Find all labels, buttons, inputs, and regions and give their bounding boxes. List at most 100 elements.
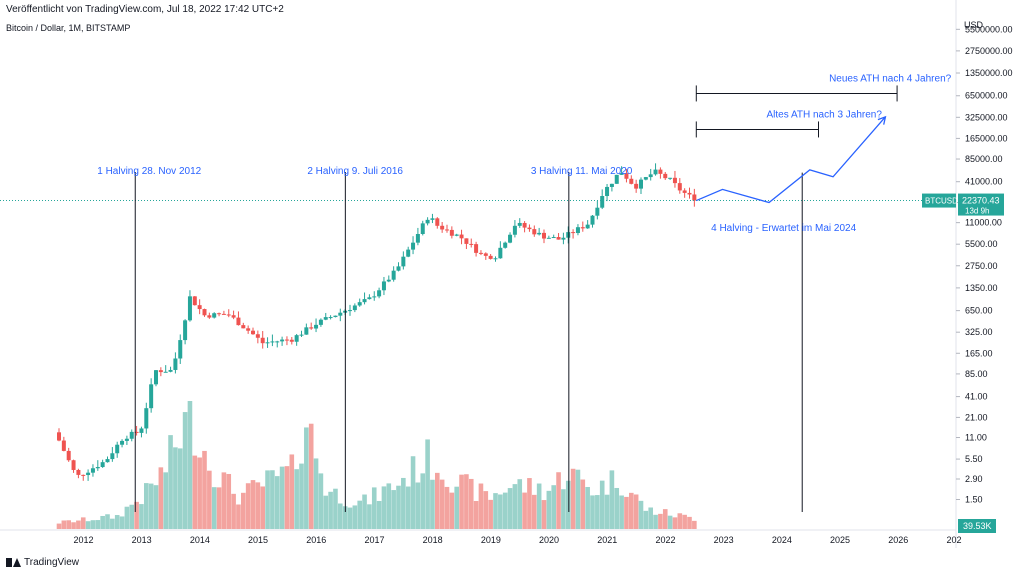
candle-body[interactable] [183,320,188,341]
projection-line[interactable] [696,116,886,204]
candle-body[interactable] [377,290,382,297]
candle-body[interactable] [493,258,498,260]
candle-body[interactable] [396,266,401,271]
candle-body[interactable] [401,256,406,267]
candle-body[interactable] [212,313,217,318]
candle-body[interactable] [154,370,158,385]
candle-body[interactable] [314,324,319,329]
candle-body[interactable] [517,222,522,226]
candle-body[interactable] [226,314,231,316]
candle-body[interactable] [420,223,425,235]
candle-body[interactable] [411,242,416,250]
candle-body[interactable] [105,459,110,463]
candle-body[interactable] [90,468,95,473]
candle-body[interactable] [221,313,226,315]
candle-body[interactable] [71,460,76,470]
candle-body[interactable] [294,335,299,342]
candle-body[interactable] [57,432,61,441]
candle-body[interactable] [459,234,464,239]
candle-body[interactable] [406,249,411,257]
candle-body[interactable] [677,183,682,191]
candle-body[interactable] [61,440,66,451]
candle-body[interactable] [357,302,362,306]
candle-body[interactable] [231,315,236,318]
candle-body[interactable] [129,431,134,439]
candle-body[interactable] [551,237,556,239]
candle-body[interactable] [95,467,100,469]
candle-body[interactable] [260,337,265,344]
candle-body[interactable] [158,370,163,373]
candle-body[interactable] [270,341,275,343]
candle-body[interactable] [542,232,546,239]
candle-body[interactable] [178,340,183,359]
candle-body[interactable] [100,462,105,468]
candle-body[interactable] [280,339,285,342]
candle-body[interactable] [115,444,120,454]
candle-body[interactable] [546,237,551,239]
candle-body[interactable] [348,310,352,312]
candle-body[interactable] [512,225,517,235]
candle-body[interactable] [309,327,314,329]
candle-body[interactable] [425,219,430,224]
candle-body[interactable] [663,173,668,179]
candle-body[interactable] [289,339,294,342]
candle-body[interactable] [580,227,585,229]
candle-body[interactable] [163,371,168,373]
candle-body[interactable] [284,339,289,341]
candle-body[interactable] [624,173,629,179]
candle-body[interactable] [595,207,600,216]
candle-body[interactable] [643,177,648,180]
candle-body[interactable] [653,169,658,175]
candle-body[interactable] [483,253,488,256]
symbol-title[interactable]: Bitcoin / Dollar, 1M, BITSTAMP [6,23,131,33]
candle-body[interactable] [265,342,270,344]
candle-body[interactable] [522,222,527,228]
candle-body[interactable] [605,186,610,197]
candle-body[interactable] [391,270,396,280]
tradingview-brand[interactable]: TradingView [6,557,79,568]
candle-body[interactable] [571,232,576,234]
candle-body[interactable] [251,330,255,335]
candle-body[interactable] [192,296,197,306]
candle-body[interactable] [328,317,333,319]
candle-body[interactable] [415,234,420,243]
candle-body[interactable] [217,313,222,315]
candle-body[interactable] [333,315,338,318]
candle-body[interactable] [614,174,619,184]
candle-body[interactable] [318,319,323,325]
candle-body[interactable] [255,334,260,338]
candle-body[interactable] [682,190,687,193]
candle-body[interactable] [76,469,81,475]
candle-body[interactable] [629,178,634,184]
candle-body[interactable] [435,218,440,226]
candle-body[interactable] [445,229,449,231]
candle-body[interactable] [168,369,173,372]
candle-body[interactable] [590,215,595,225]
candle-body[interactable] [86,472,91,476]
candle-body[interactable] [648,174,653,178]
candle-body[interactable] [585,224,590,229]
candle-body[interactable] [149,384,154,409]
candle-body[interactable] [275,341,280,343]
candle-body[interactable] [207,315,212,318]
candle-body[interactable] [634,183,639,189]
candle-body[interactable] [236,317,241,326]
candle-body[interactable] [508,234,513,243]
candle-body[interactable] [362,299,367,303]
candle-body[interactable] [575,227,580,234]
candle-body[interactable] [454,234,459,236]
candle-body[interactable] [619,173,624,175]
candle-body[interactable] [469,243,474,245]
candle-body[interactable] [532,229,537,235]
candle-body[interactable] [197,305,202,310]
candle-body[interactable] [600,196,605,208]
candle-body[interactable] [503,242,508,248]
candle-body[interactable] [692,194,697,201]
candle-body[interactable] [668,177,673,179]
candle-body[interactable] [338,312,343,316]
candle-body[interactable] [386,279,391,282]
candle-body[interactable] [110,453,115,460]
candle-body[interactable] [609,183,614,187]
candle-body[interactable] [66,450,71,461]
